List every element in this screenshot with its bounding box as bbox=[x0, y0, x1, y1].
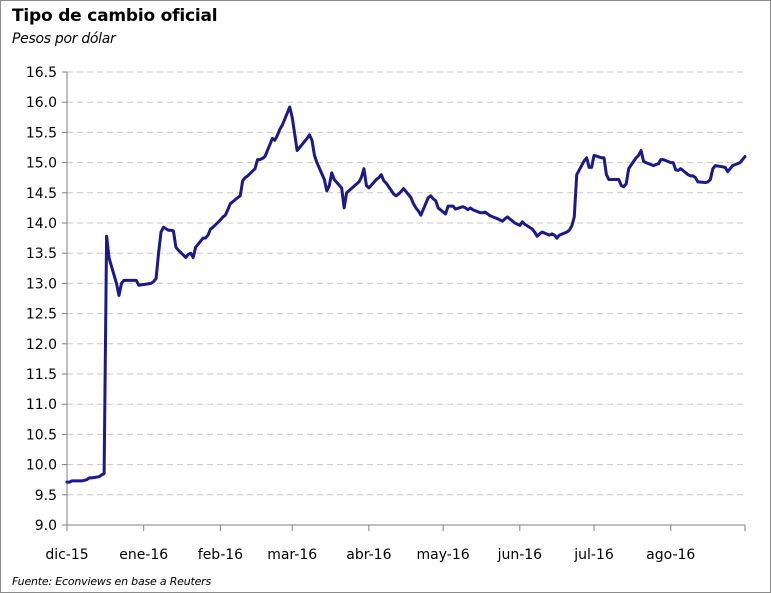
x-axis: dic-15 ene-16 feb-16 mar-16 abr-16 may-16 jun-… bbox=[45, 524, 746, 563]
x-tick-label: jun-16 bbox=[497, 547, 543, 563]
y-tick-label: 11.0 bbox=[26, 397, 57, 413]
x-tick-label: dic-15 bbox=[45, 547, 88, 563]
x-tick-label: jul-16 bbox=[573, 547, 614, 563]
y-tick-label: 12.0 bbox=[26, 337, 57, 353]
x-tick-label: abr-16 bbox=[346, 547, 391, 563]
y-tick-label: 16.0 bbox=[26, 95, 57, 111]
y-tick-label: 13.0 bbox=[26, 276, 57, 292]
x-tick-label: ene-16 bbox=[119, 547, 168, 563]
y-axis: 9.0 9.5 10.0 10.5 11.0 11.5 12.0 12.5 13.0 13.5 14… bbox=[26, 65, 68, 534]
x-tick-label: mar-16 bbox=[267, 547, 317, 563]
y-tick-label: 16.5 bbox=[26, 65, 57, 81]
x-tick-label: ago-16 bbox=[646, 547, 695, 563]
y-tick-label: 10.5 bbox=[26, 427, 57, 443]
x-tick-label: may-16 bbox=[417, 547, 470, 563]
y-tick-label: 14.0 bbox=[26, 216, 57, 232]
gridlines bbox=[67, 71, 745, 496]
source-note: Fuente: Econviews en base a Reuters bbox=[12, 575, 212, 588]
y-tick-label: 15.0 bbox=[26, 156, 57, 172]
chart-title: Tipo de cambio oficial bbox=[12, 6, 218, 26]
y-tick-label: 9.0 bbox=[35, 518, 57, 534]
y-tick-label: 10.0 bbox=[26, 458, 57, 474]
y-tick-label: 11.5 bbox=[26, 367, 57, 383]
series-group bbox=[65, 105, 747, 484]
y-tick-label: 13.5 bbox=[26, 246, 57, 262]
y-tick-label: 12.5 bbox=[26, 307, 57, 323]
y-tick-label: 15.5 bbox=[26, 125, 57, 141]
y-tick-label: 9.5 bbox=[35, 488, 57, 504]
series-line bbox=[65, 105, 747, 484]
y-tick-label: 14.5 bbox=[26, 186, 57, 202]
chart-subtitle: Pesos por dólar bbox=[12, 31, 116, 47]
x-tick-label: feb-16 bbox=[198, 547, 243, 563]
